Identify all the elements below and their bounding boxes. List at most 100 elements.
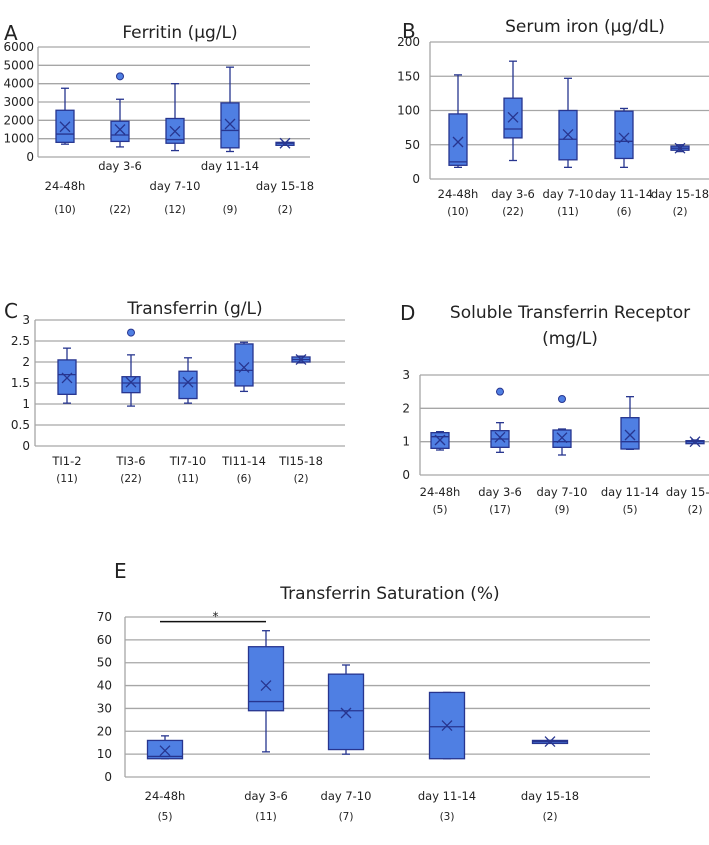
sample-count-label: (10): [447, 206, 469, 218]
mean-marker: [562, 129, 574, 140]
sample-count-label: (5): [433, 504, 448, 516]
mean-marker: [260, 680, 272, 692]
sample-count-label: (22): [120, 473, 142, 485]
y-tick-label: 5000: [3, 58, 34, 72]
y-tick-label: 40: [97, 679, 112, 693]
panel-C: C Transferrin (g/L) 0 0.5 1 1.5 2 2.5 3 TI1-2 (11)…: [4, 299, 345, 485]
y-tick-label: 1: [22, 397, 30, 411]
y-tick-label: 200: [397, 35, 420, 49]
mean-marker: [224, 118, 236, 130]
sample-count-label: (10): [54, 204, 76, 216]
x-category-label: day 11-14: [418, 789, 476, 803]
y-tick-label: 0: [22, 439, 30, 453]
mean-marker: [434, 434, 446, 446]
y-tick-label: 70: [97, 610, 112, 624]
significance-label: *: [213, 610, 219, 624]
box-day 7-10: [327, 664, 365, 755]
x-category-label: day 7-10: [321, 789, 372, 803]
y-tick-label: 1000: [3, 132, 34, 146]
x-category-label: day 15-18: [256, 179, 314, 193]
sample-count-label: (11): [56, 473, 78, 485]
box-iqr: [121, 376, 141, 394]
x-category-label: day 15-18: [666, 485, 709, 499]
x-category-label: day 3-6: [98, 159, 142, 173]
box-day 3-6: [503, 60, 523, 162]
x-category-label: day 11-14: [201, 159, 259, 173]
mean-marker: [452, 136, 464, 148]
y-tick-label: 0: [402, 468, 410, 482]
mean-marker: [674, 142, 686, 154]
sample-count-label: (22): [109, 204, 131, 216]
panel-letter: B: [402, 19, 416, 43]
box-24-48h: [55, 87, 75, 145]
box-day 15-18: [531, 736, 569, 748]
sample-count-label: (5): [158, 811, 173, 823]
y-tick-label: 3: [22, 313, 30, 327]
x-category-label: day 3-6: [244, 789, 288, 803]
box-iqr: [234, 343, 254, 387]
x-category-label: TI7-10: [169, 454, 207, 468]
mean-marker: [624, 429, 636, 441]
mean-marker: [494, 431, 506, 443]
box-iqr: [220, 102, 240, 149]
sample-count-label: (5): [623, 504, 638, 516]
y-tick-label: 0.5: [11, 418, 30, 432]
sample-count-label: (9): [555, 504, 570, 516]
mean-marker: [441, 720, 453, 732]
box-day 7-10: [552, 395, 572, 456]
x-category-label: day 15-18: [651, 187, 709, 201]
chart-title-line2: (mg/L): [542, 329, 598, 349]
box-day 7-10: [165, 83, 185, 152]
panel-letter: E: [114, 559, 127, 583]
box-day 15-18: [275, 137, 295, 149]
mean-marker: [125, 376, 137, 388]
sample-count-label: (6): [237, 473, 252, 485]
sample-count-label: (9): [223, 204, 238, 216]
box-day 3-6: [490, 387, 510, 453]
y-tick-label: 100: [397, 104, 420, 118]
y-tick-label: 2: [402, 401, 410, 415]
box-iqr: [327, 673, 365, 751]
box-TI7-10: [178, 357, 198, 404]
y-tick-label: 20: [97, 724, 112, 738]
x-category-label: day 7-10: [543, 187, 594, 201]
mean-marker: [279, 137, 291, 149]
sample-count-label: (3): [440, 811, 455, 823]
outlier-point: [127, 328, 135, 337]
y-tick-label: 1.5: [11, 376, 30, 390]
y-tick-label: 30: [97, 701, 112, 715]
x-category-label: 24-48h: [45, 179, 86, 193]
box-iqr: [146, 739, 184, 760]
sample-count-label: (2): [278, 204, 293, 216]
x-category-label: TI11-14: [221, 454, 266, 468]
box-day 3-6: [247, 630, 285, 753]
x-category-label: 24-48h: [420, 485, 461, 499]
mean-marker: [507, 111, 519, 123]
x-category-label: 24-48h: [145, 789, 186, 803]
box-day 11-14: [428, 691, 466, 760]
box-iqr: [247, 646, 285, 712]
mean-marker: [689, 436, 701, 448]
panel-letter: C: [4, 299, 18, 323]
y-tick-label: 2.5: [11, 334, 30, 348]
y-tick-label: 1: [402, 435, 410, 449]
mean-marker: [295, 354, 307, 365]
x-category-label: day 7-10: [537, 485, 588, 499]
mean-marker: [59, 121, 71, 133]
chart-title: Transferrin (g/L): [126, 299, 262, 319]
sample-count-label: (12): [164, 204, 186, 216]
sample-count-label: (2): [688, 504, 703, 516]
x-category-label: day 3-6: [491, 187, 535, 201]
sample-count-label: (11): [557, 206, 579, 218]
y-tick-label: 2000: [3, 113, 34, 127]
panel-letter: D: [400, 301, 415, 325]
y-tick-label: 2: [22, 355, 30, 369]
x-category-label: day 11-14: [601, 485, 659, 499]
mean-marker: [238, 362, 250, 373]
y-tick-label: 50: [405, 138, 420, 152]
y-tick-label: 0: [412, 172, 420, 186]
panel-B: B Serum iron (µg/dL) 0 50 100 150 200 24-48h (10…: [397, 17, 709, 218]
panel-letter: A: [4, 21, 18, 45]
box-iqr: [110, 120, 130, 143]
box-24-48h: [146, 735, 184, 760]
